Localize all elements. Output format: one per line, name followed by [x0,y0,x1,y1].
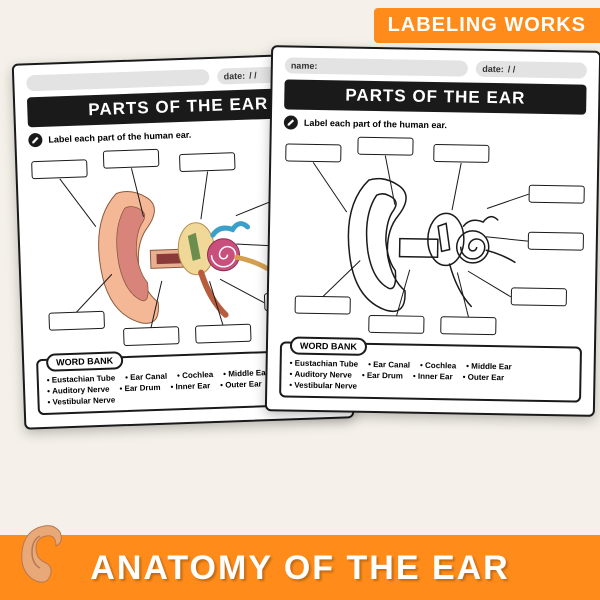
word-bank-item: Vestibular Nerve [47,395,115,406]
date-field: date: / / [476,61,587,79]
word-bank-item: Ear Drum [362,371,403,381]
label-box [368,315,424,334]
label-box [123,326,180,346]
word-bank-item: Inner Ear [413,372,453,382]
label-box [195,324,252,344]
label-box [31,159,88,179]
date-label: date: [482,64,504,74]
word-bank-item: Cochlea [420,361,456,371]
label-box [103,149,160,169]
word-bank-title: WORD BANK [290,337,367,356]
word-bank-item: Middle Ear [466,362,512,372]
label-box [357,137,413,156]
top-banner: LABELING WORKS [374,8,600,43]
label-box [48,311,105,331]
ear-illustration-line [336,160,529,323]
instruction-row: Label each part of the human ear. [284,115,586,134]
instruction-text: Label each part of the human ear. [48,130,191,145]
word-bank-item: Vestibular Nerve [289,381,357,391]
word-bank-item: Outer Ear [463,373,505,383]
word-bank-item: Middle Ear [223,368,269,379]
worksheet-lineart: name: date: / / PARTS OF THE EAR Label e… [265,45,600,417]
instruction-text: Label each part of the human ear. [304,118,447,130]
word-bank-title: WORD BANK [46,351,124,372]
date-value: / / [249,70,257,80]
word-bank-item: Inner Ear [170,381,210,391]
word-bank-item: Eustachian Tube [290,359,359,369]
word-bank: WORD BANK Eustachian TubeEar CanalCochle… [279,341,582,402]
pencil-icon [284,115,298,129]
bottom-banner: ANATOMY OF THE EAR [0,535,600,600]
ear-photo-icon [12,522,76,586]
name-field [26,69,210,91]
date-label: date: [224,71,246,82]
worksheet-title: PARTS OF THE EAR [284,79,586,114]
word-bank-item: Outer Ear [220,379,262,389]
word-bank-item: Ear Drum [119,383,160,393]
label-box [511,287,567,306]
label-box [440,316,496,335]
label-box [285,143,341,162]
word-bank-item: Auditory Nerve [47,385,110,396]
label-box [528,232,584,251]
label-box [433,144,489,163]
word-bank-item: Eustachian Tube [47,373,116,384]
word-bank-item: Ear Canal [368,360,410,370]
date-value: / / [508,64,516,74]
label-box [295,296,351,315]
header-row: name: date: / / [285,57,587,78]
word-bank-item: Cochlea [177,370,213,380]
ear-diagram-lineart [280,135,585,340]
name-field: name: [285,57,469,76]
ear-illustration-color [86,168,281,335]
pencil-icon [28,133,42,147]
word-bank-item: Ear Canal [125,372,167,382]
label-box [529,185,585,204]
label-box [179,152,236,172]
word-bank-list: Eustachian Tube Ear Canal Cochlea Middle Ea… [289,359,571,395]
word-bank-item: Auditory Nerve [289,370,352,380]
